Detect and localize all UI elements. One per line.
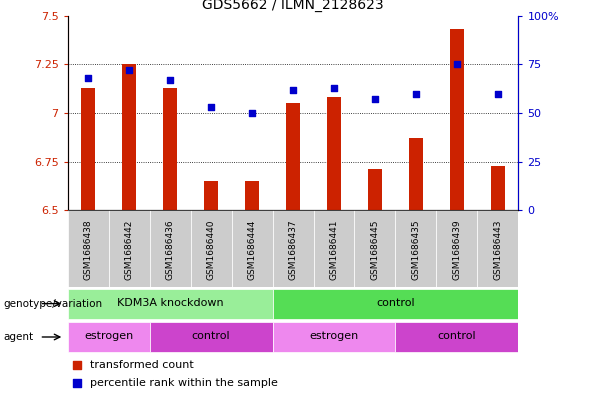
Bar: [122, 64, 136, 210]
Bar: [245, 181, 259, 210]
Bar: [68, 288, 273, 319]
Point: [329, 84, 339, 91]
Point: [411, 90, 421, 97]
Bar: [273, 288, 518, 319]
Text: KDM3A knockdown: KDM3A knockdown: [117, 298, 223, 308]
Bar: [68, 322, 150, 352]
Text: transformed count: transformed count: [90, 360, 194, 370]
Bar: [163, 88, 177, 210]
Bar: [327, 97, 341, 210]
Point: [452, 61, 462, 68]
Text: GSM1686441: GSM1686441: [329, 219, 339, 280]
Bar: [231, 210, 273, 287]
Bar: [491, 165, 505, 210]
Text: estrogen: estrogen: [309, 331, 359, 342]
Point: [206, 104, 216, 110]
Title: GDS5662 / ILMN_2128623: GDS5662 / ILMN_2128623: [202, 0, 384, 12]
Bar: [204, 181, 219, 210]
Point: [166, 77, 175, 83]
Bar: [355, 210, 395, 287]
Point: [84, 75, 93, 81]
Bar: [450, 29, 464, 210]
Bar: [68, 210, 109, 287]
Text: GSM1686443: GSM1686443: [494, 219, 502, 280]
Text: GSM1686435: GSM1686435: [411, 219, 421, 280]
Text: GSM1686437: GSM1686437: [289, 219, 297, 280]
Bar: [273, 210, 313, 287]
Text: GSM1686436: GSM1686436: [166, 219, 175, 280]
Text: GSM1686439: GSM1686439: [452, 219, 461, 280]
Text: GSM1686445: GSM1686445: [370, 219, 379, 280]
Bar: [395, 210, 436, 287]
Point: [289, 86, 298, 93]
Bar: [436, 210, 477, 287]
Text: percentile rank within the sample: percentile rank within the sample: [90, 378, 278, 388]
Bar: [395, 322, 518, 352]
Point: [124, 67, 134, 73]
Bar: [409, 138, 423, 210]
Point: [370, 96, 380, 103]
Point: [247, 110, 257, 116]
Text: genotype/variation: genotype/variation: [3, 299, 102, 309]
Text: control: control: [438, 331, 476, 342]
Text: control: control: [192, 331, 230, 342]
Point: [72, 362, 81, 368]
Text: GSM1686444: GSM1686444: [247, 219, 257, 280]
Bar: [273, 322, 395, 352]
Point: [493, 90, 502, 97]
Bar: [150, 210, 191, 287]
Text: GSM1686442: GSM1686442: [125, 219, 134, 280]
Text: GSM1686440: GSM1686440: [207, 219, 216, 280]
Point: [72, 380, 81, 386]
Text: estrogen: estrogen: [84, 331, 133, 342]
Bar: [150, 322, 273, 352]
Bar: [368, 169, 382, 210]
Bar: [313, 210, 355, 287]
Text: control: control: [376, 298, 415, 308]
Text: agent: agent: [3, 332, 33, 342]
Bar: [81, 88, 95, 210]
Bar: [286, 103, 300, 210]
Bar: [477, 210, 518, 287]
Bar: [109, 210, 150, 287]
Bar: [191, 210, 231, 287]
Text: GSM1686438: GSM1686438: [84, 219, 92, 280]
